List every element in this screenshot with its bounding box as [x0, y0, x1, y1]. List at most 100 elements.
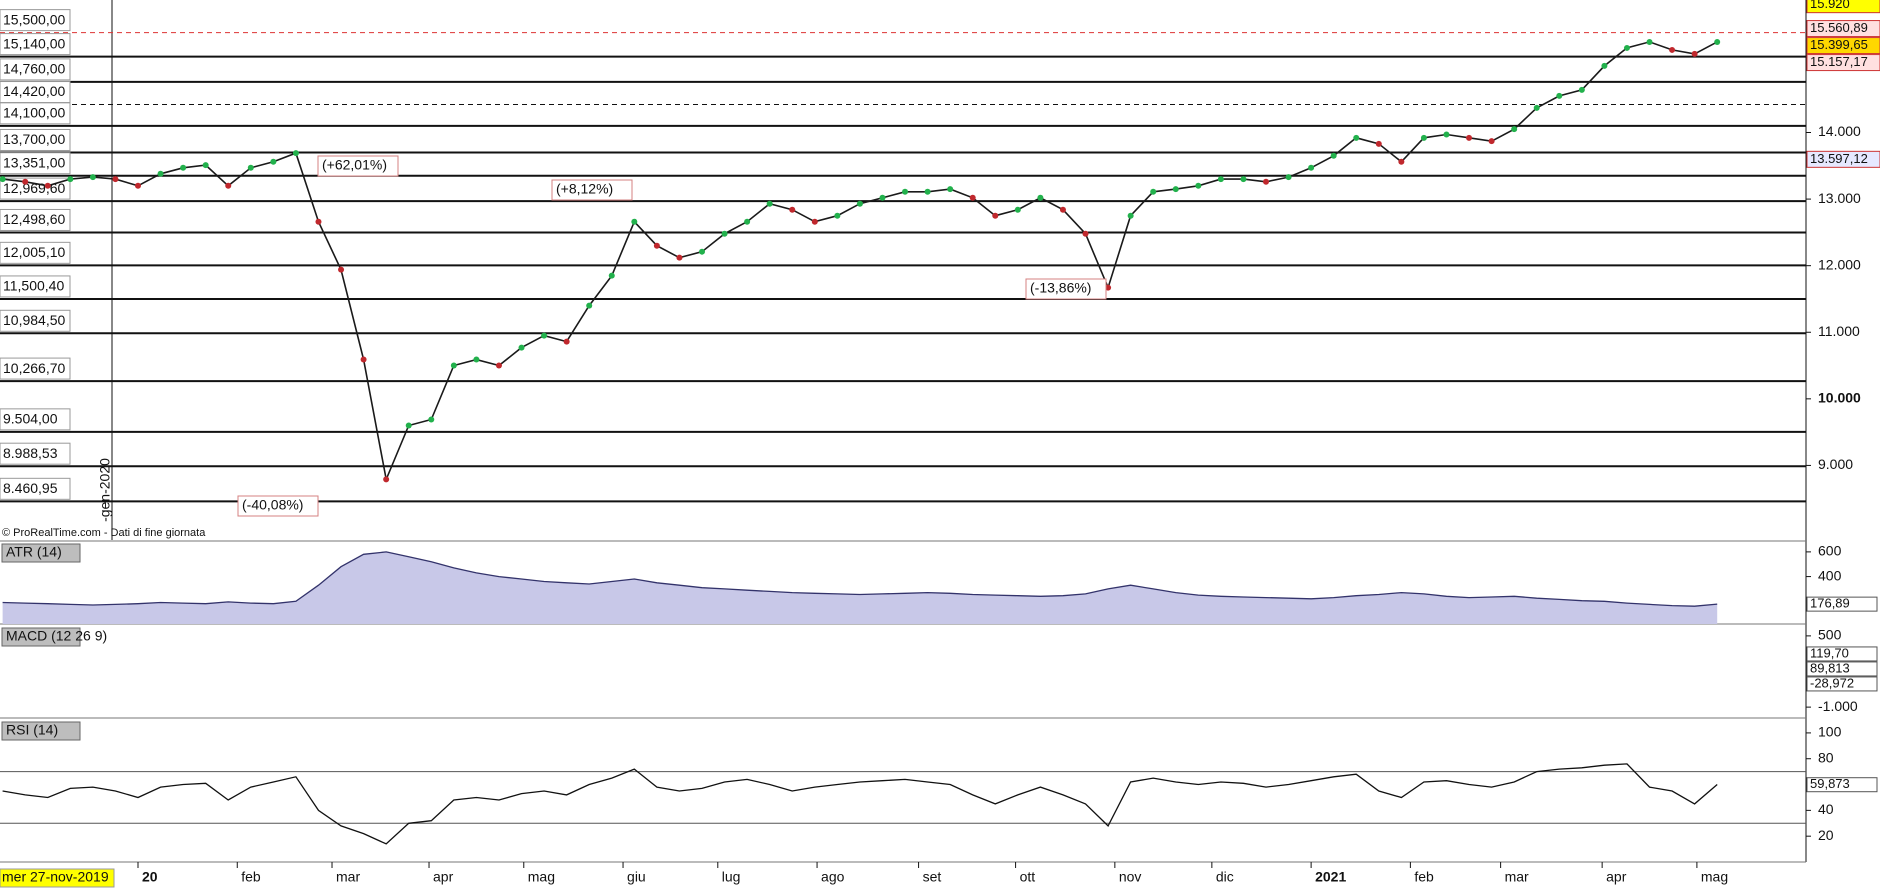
price-point: [1127, 212, 1134, 219]
level-label: 13,351,00: [3, 154, 65, 170]
price-point: [1691, 50, 1698, 57]
price-point: [428, 416, 435, 423]
price-point: [879, 194, 886, 201]
price-point: [811, 218, 818, 225]
level-label-box: [0, 241, 71, 264]
panel-title: ATR (14): [6, 544, 62, 560]
panel-title-box: [1, 627, 81, 647]
atr-area: [2, 551, 1718, 624]
price-box: [1806, 54, 1880, 72]
y-tick-label: 400: [1818, 567, 1842, 583]
price-point: [1308, 164, 1315, 171]
price-point: [1578, 86, 1585, 93]
value-box: [1806, 646, 1878, 662]
price-box-label: 15.560,89: [1810, 20, 1868, 35]
price-point: [1443, 131, 1450, 138]
level-label-box: [0, 408, 71, 431]
date-label: mer 27-nov-2019: [2, 869, 109, 885]
price-point: [947, 186, 954, 193]
x-tick-label: mag: [1701, 869, 1728, 885]
price-point: [1150, 188, 1157, 195]
price-point: [1195, 182, 1202, 189]
value-box: [1806, 777, 1878, 793]
annotation: (-40,08%): [242, 497, 303, 513]
level-label: 8.460,95: [3, 480, 58, 496]
price-point: [1330, 152, 1337, 159]
indicator-line: [2, 551, 1718, 607]
y-tick-label: 13.000: [1818, 190, 1861, 206]
price-box: [1806, 20, 1880, 38]
price-point: [202, 162, 209, 169]
price-point: [676, 254, 683, 261]
level-label: 10,266,70: [3, 360, 65, 376]
price-box-label: 13.597,12: [1810, 151, 1868, 166]
price-box-label: 15.399,65: [1810, 37, 1868, 52]
x-tick-label: ott: [1020, 869, 1036, 885]
price-point: [1375, 140, 1382, 147]
y-tick-label: -1.000: [1818, 698, 1858, 714]
price-point: [1037, 194, 1044, 201]
price-point: [473, 356, 480, 363]
price-point: [270, 158, 277, 165]
price-point: [1533, 104, 1540, 111]
level-label-box: [0, 33, 71, 56]
level-label-box: [0, 9, 71, 32]
price-point: [315, 218, 322, 225]
y-tick-label: 100: [1818, 724, 1842, 740]
price-point: [744, 218, 751, 225]
price-point: [721, 230, 728, 237]
price-point: [495, 362, 502, 369]
level-label: 12,498,60: [3, 211, 65, 227]
price-point: [699, 248, 705, 255]
date-box: [0, 868, 115, 888]
x-tick-label: mar: [336, 869, 360, 885]
y-tick-label: 14.000: [1818, 123, 1861, 139]
price-point: [22, 178, 29, 185]
price-box-label: 15.920: [1810, 0, 1850, 11]
level-label-box: [0, 442, 71, 465]
value-box-label: 119,70: [1810, 645, 1849, 660]
price-point: [292, 150, 299, 157]
price-point: [1556, 92, 1563, 99]
level-label-box: [0, 177, 71, 200]
x-tick-label: mag: [528, 869, 555, 885]
price-point: [1669, 46, 1676, 53]
level-label-box: [0, 275, 71, 298]
x-tick-label: apr: [433, 869, 454, 885]
x-tick-label: feb: [1414, 869, 1434, 885]
value-box: [1806, 661, 1878, 677]
y-tick-label: 20: [1818, 827, 1834, 843]
price-point: [518, 344, 525, 351]
x-tick-label: lug: [722, 869, 741, 885]
price-point: [338, 266, 345, 273]
level-label-box: [0, 128, 71, 151]
price-point: [1217, 176, 1224, 183]
price-point: [1353, 134, 1360, 141]
level-label: 11,500,40: [3, 278, 64, 294]
level-label: 8.988,53: [3, 445, 58, 461]
x-tick-label: 2021: [1315, 869, 1346, 885]
price-point: [608, 272, 615, 279]
y-tick-label: 600: [1818, 543, 1842, 559]
price-point: [1398, 158, 1405, 165]
level-label: 10,984,50: [3, 312, 65, 328]
level-label: 14,420,00: [3, 83, 65, 99]
level-label: 14,760,00: [3, 61, 65, 77]
y-tick-label: 9.000: [1818, 456, 1853, 472]
price-point: [766, 200, 773, 207]
level-label: 13,700,00: [3, 131, 65, 147]
value-box: [1806, 676, 1878, 692]
price-point: [112, 176, 119, 183]
y-tick-label: 12.000: [1818, 256, 1861, 272]
price-point: [653, 242, 660, 249]
price-point: [1420, 134, 1427, 141]
value-box: [1806, 596, 1878, 612]
level-label: 12,005,10: [3, 244, 65, 260]
y-tick-label: 500: [1818, 627, 1842, 643]
price-point: [1105, 284, 1112, 291]
price-point: [856, 200, 863, 207]
price-point: [834, 212, 841, 219]
price-point: [1646, 38, 1653, 45]
